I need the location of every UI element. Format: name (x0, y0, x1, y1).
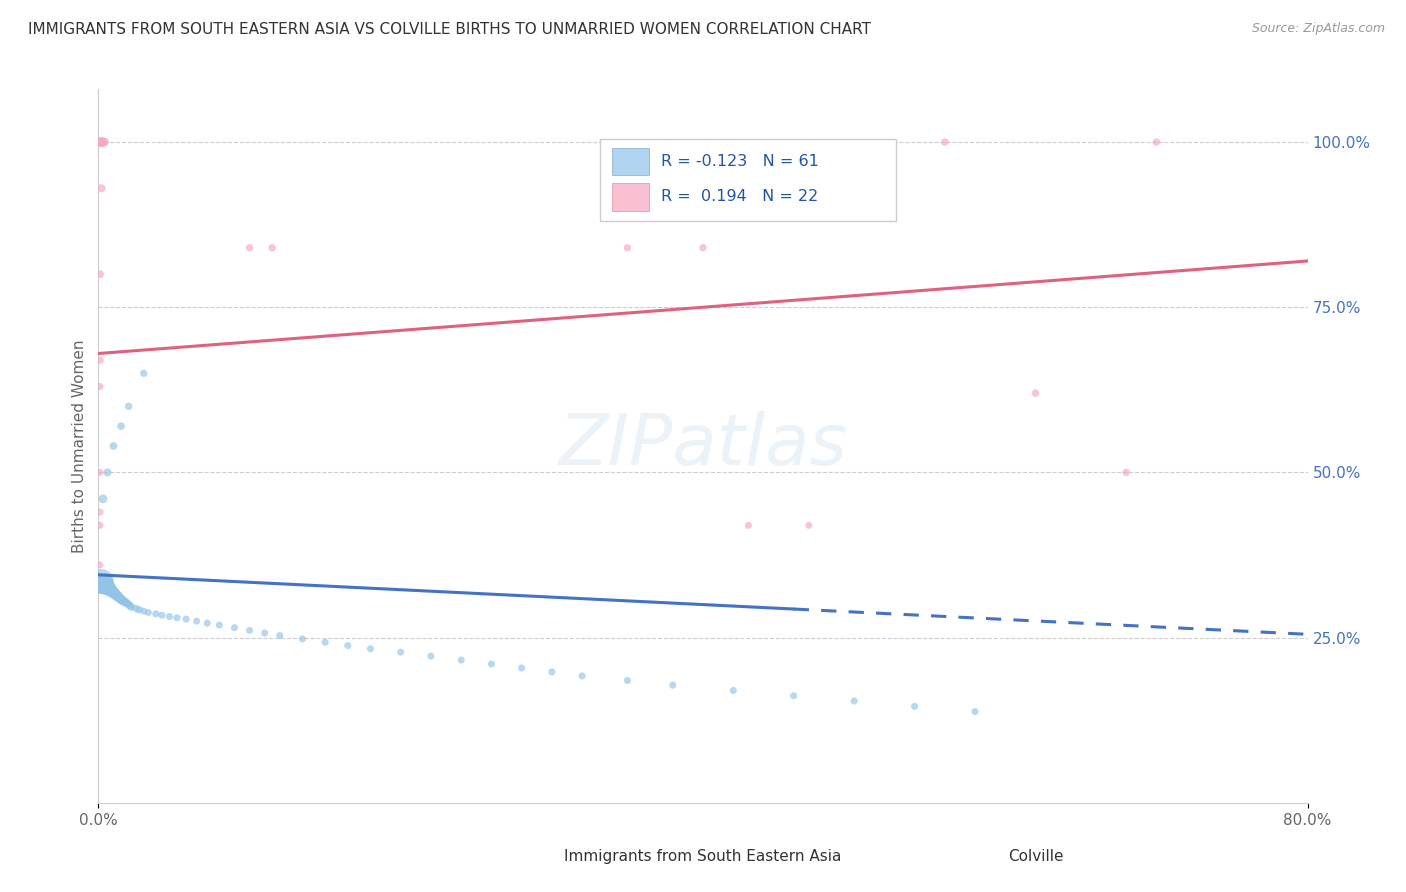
Point (98, 582, 121, 596)
Point (108, 591, 131, 605)
Point (132, 604, 155, 618)
Point (239, 624, 262, 638)
Point (783, 689, 806, 703)
Point (239, 241, 262, 255)
Point (540, 665, 562, 679)
Point (104, 587, 127, 601)
Point (195, 616, 218, 631)
Point (360, 641, 382, 656)
Point (136, 606, 159, 620)
Point (420, 649, 443, 664)
Point (262, 241, 284, 255)
Point (110, 592, 132, 607)
Point (121, 600, 143, 615)
Point (1024, 386, 1046, 401)
Point (510, 661, 533, 675)
Point (128, 603, 150, 617)
Point (186, 614, 208, 628)
Y-axis label: Births to Unmarried Women: Births to Unmarried Women (72, 339, 87, 553)
Point (616, 241, 638, 255)
Text: Source: ZipAtlas.com: Source: ZipAtlas.com (1251, 22, 1385, 36)
FancyBboxPatch shape (600, 139, 897, 221)
Point (159, 609, 181, 624)
Point (105, 588, 128, 602)
Point (103, 439, 125, 453)
FancyBboxPatch shape (498, 844, 527, 867)
Point (118, 400, 141, 414)
Point (115, 596, 138, 610)
Point (166, 611, 188, 625)
Point (89, 135, 111, 149)
Text: Colville: Colville (1008, 849, 1063, 863)
Point (291, 632, 314, 646)
FancyBboxPatch shape (613, 148, 648, 175)
Point (93, 578, 115, 592)
FancyBboxPatch shape (613, 184, 648, 211)
Point (150, 608, 173, 623)
Point (89, 518, 111, 533)
Point (571, 669, 593, 683)
Point (269, 629, 291, 643)
Point (450, 653, 472, 667)
Point (91, 491, 114, 506)
Point (90, 135, 112, 149)
Point (90, 574, 112, 589)
Point (91, 135, 114, 149)
Point (145, 607, 167, 621)
Point (314, 635, 336, 649)
Point (723, 683, 745, 698)
Text: ZIPatlas: ZIPatlas (558, 411, 848, 481)
Point (89, 379, 111, 393)
Point (132, 367, 155, 381)
Point (934, 135, 956, 149)
Text: Immigrants from South Eastern Asia: Immigrants from South Eastern Asia (564, 849, 842, 863)
FancyBboxPatch shape (993, 844, 1024, 867)
Point (89, 353, 111, 368)
Point (965, 705, 987, 719)
Text: R = -0.123   N = 61: R = -0.123 N = 61 (661, 153, 818, 169)
Point (90, 181, 112, 195)
Point (481, 657, 503, 671)
Point (661, 678, 683, 692)
Point (112, 594, 135, 608)
Point (91, 576, 114, 591)
Point (118, 598, 141, 612)
Text: R =  0.194   N = 22: R = 0.194 N = 22 (661, 189, 818, 204)
Point (174, 612, 197, 626)
Point (100, 582, 122, 597)
Point (120, 599, 142, 613)
Point (904, 699, 927, 714)
Point (253, 626, 276, 640)
Point (208, 618, 231, 632)
Point (96, 581, 118, 595)
Point (1115, 466, 1137, 480)
Point (89, 505, 111, 519)
Point (103, 585, 125, 599)
Point (93, 135, 115, 149)
Point (114, 596, 136, 610)
Point (692, 241, 714, 255)
Point (89, 466, 111, 480)
Point (101, 584, 124, 599)
Point (389, 645, 412, 659)
Point (125, 601, 148, 615)
Point (89, 558, 111, 572)
Point (107, 590, 129, 604)
Point (737, 518, 759, 533)
Point (111, 593, 134, 607)
Point (96, 466, 118, 480)
Text: IMMIGRANTS FROM SOUTH EASTERN ASIA VS COLVILLE BIRTHS TO UNMARRIED WOMEN CORRELA: IMMIGRANTS FROM SOUTH EASTERN ASIA VS CO… (28, 22, 872, 37)
Point (797, 518, 820, 533)
Point (110, 419, 132, 434)
Point (616, 673, 638, 688)
Point (844, 694, 866, 708)
Point (224, 621, 246, 635)
Point (336, 639, 359, 653)
Point (94, 579, 117, 593)
Point (1144, 135, 1167, 149)
Point (89, 267, 111, 281)
